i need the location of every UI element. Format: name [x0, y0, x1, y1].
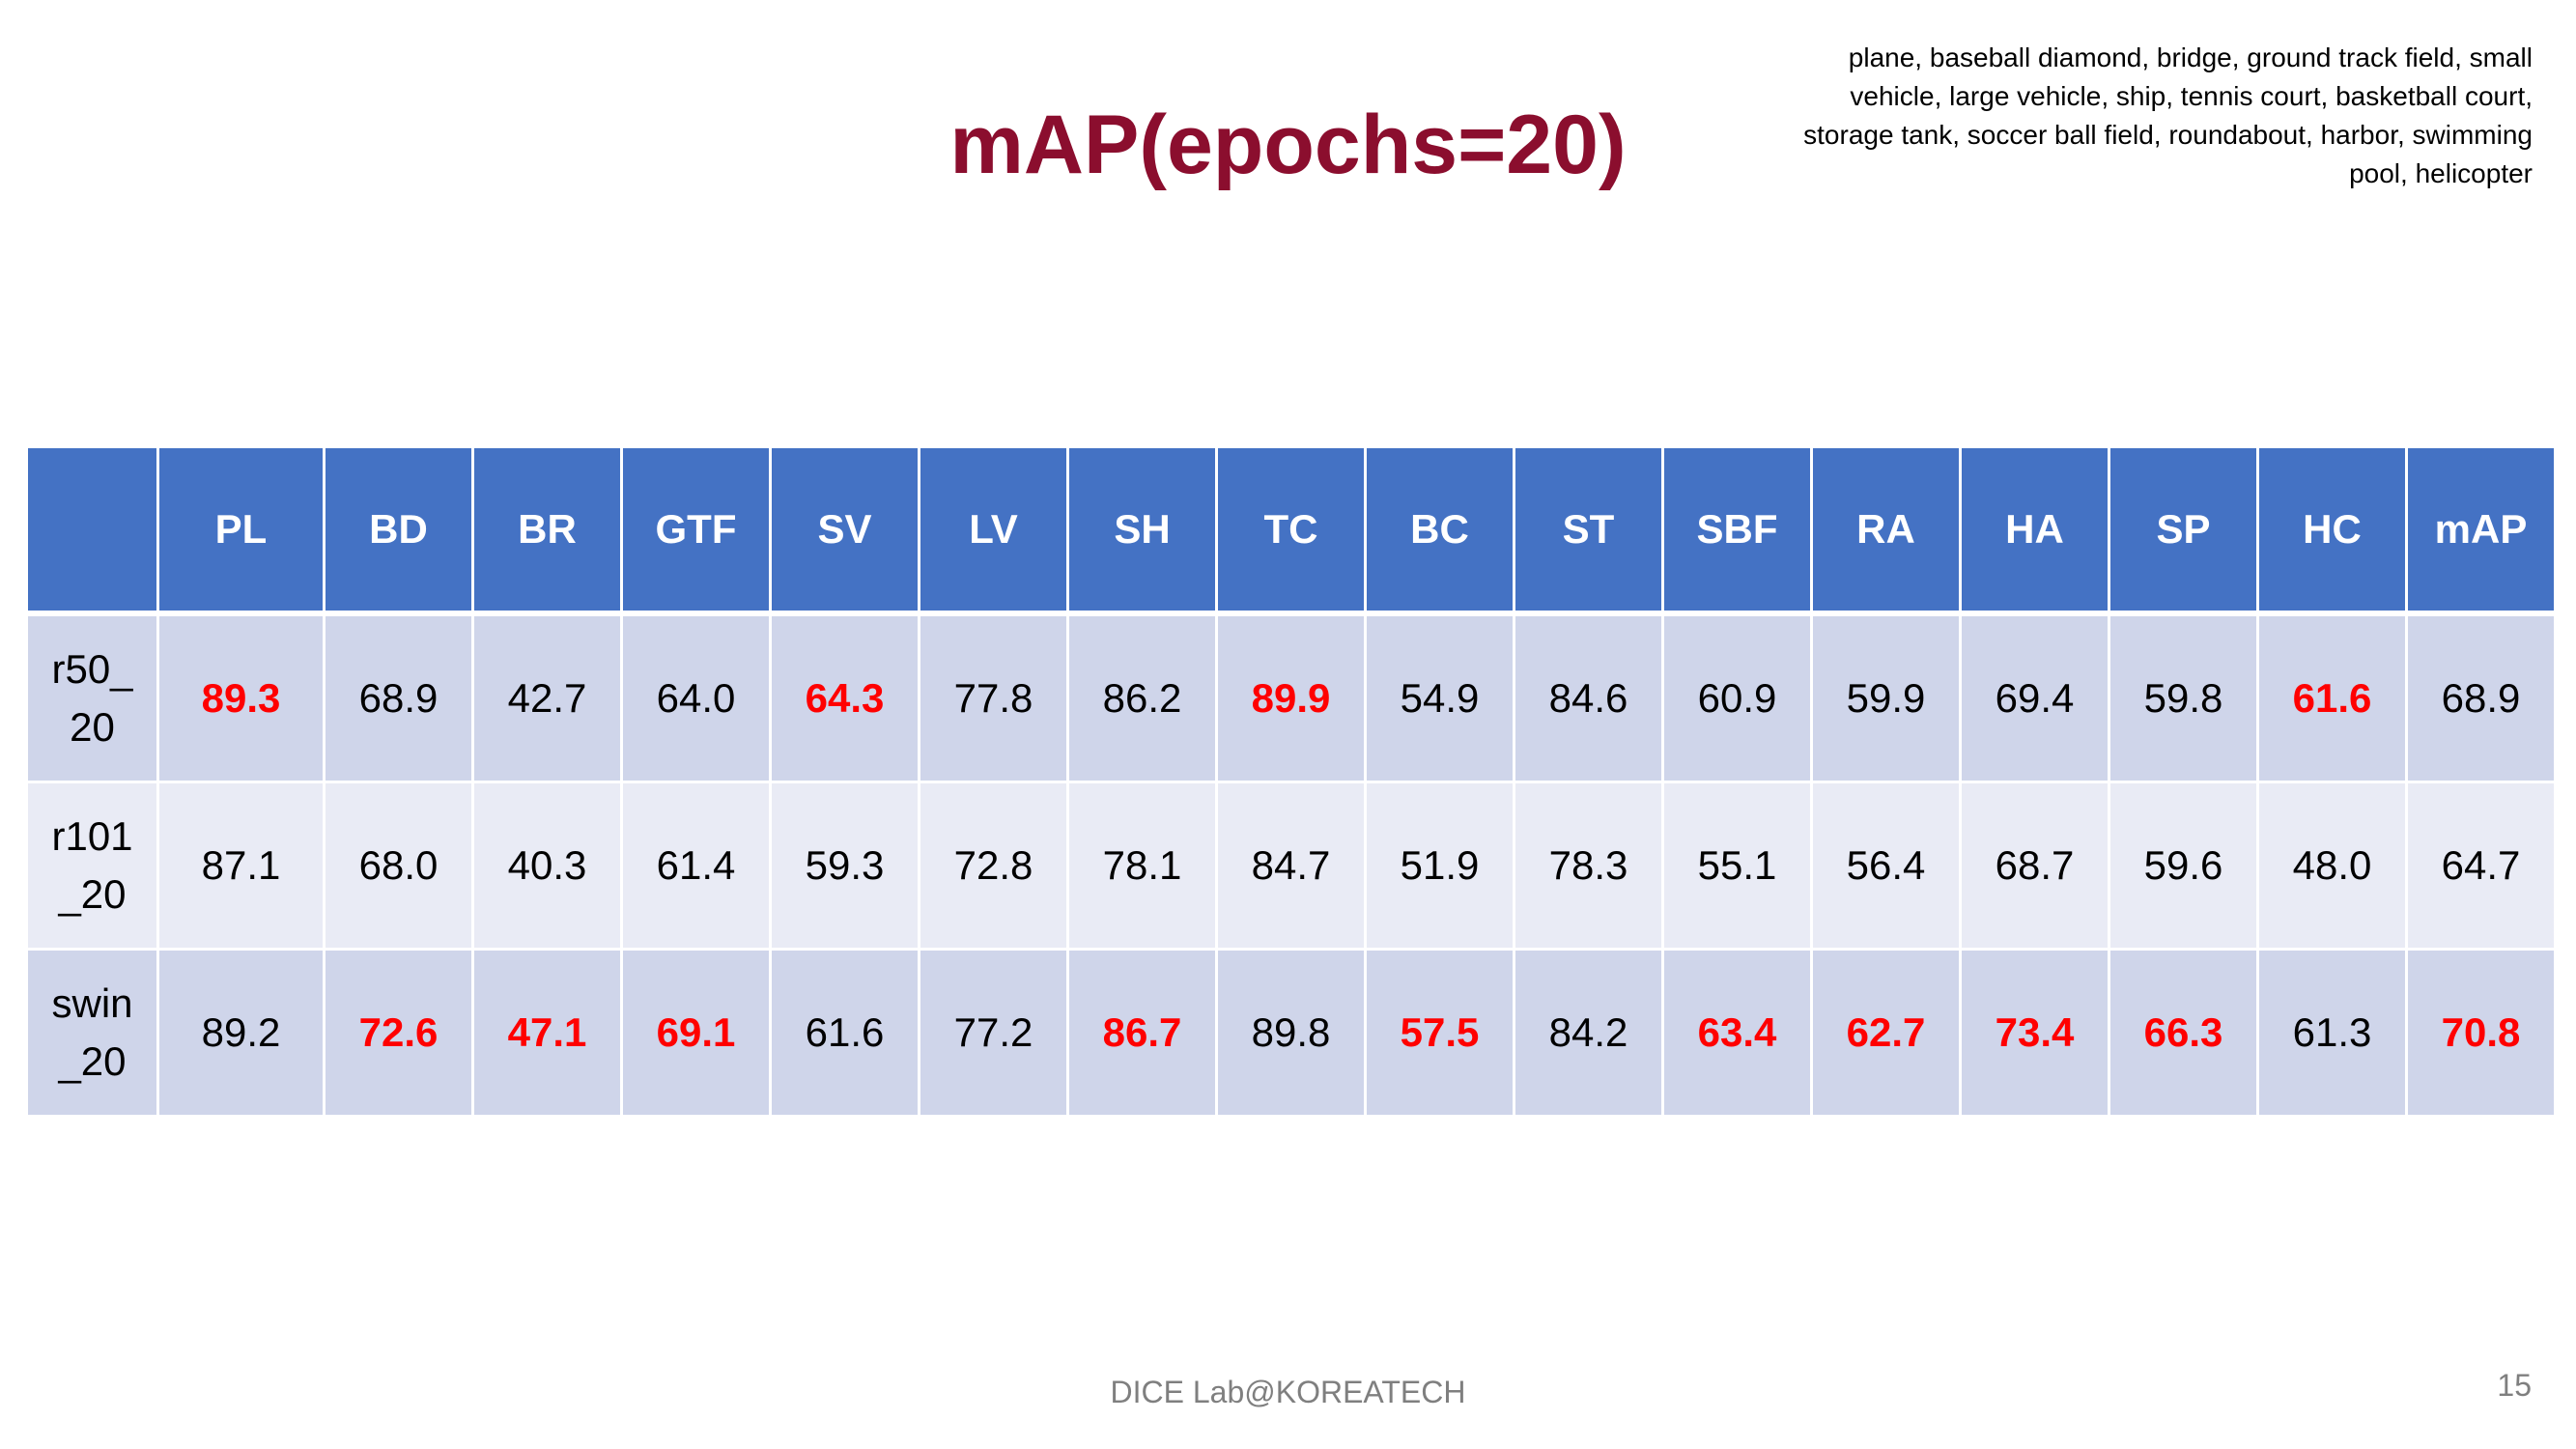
header-cell-sbf: SBF: [1661, 445, 1813, 616]
table-cell: 84.7: [1215, 781, 1367, 951]
table-cell-best: 66.3: [2108, 948, 2259, 1118]
table-cell: 87.1: [156, 781, 326, 951]
table-cell: 64.0: [620, 611, 772, 783]
table-cell: 72.8: [918, 781, 1069, 951]
row-label: swin _20: [25, 948, 159, 1118]
header-cell-gtf: GTF: [620, 445, 772, 616]
table-cell-best: 86.7: [1066, 948, 1218, 1118]
row-label: r101 _20: [25, 781, 159, 951]
row-label: r50_ 20: [25, 611, 159, 783]
table-cell-best: 69.1: [620, 948, 772, 1118]
page-number: 15: [2497, 1368, 2532, 1403]
table-cell: 77.2: [918, 948, 1069, 1118]
table-cell: 59.3: [769, 781, 920, 951]
table-cell: 59.8: [2108, 611, 2259, 783]
table-row: r50_ 20 89.3 68.9 42.7 64.0 64.3 77.8 86.2 89.9 5…: [25, 611, 2557, 783]
table-cell: 48.0: [2256, 781, 2408, 951]
table-cell-best: 73.4: [1959, 948, 2110, 1118]
table-cell: 89.8: [1215, 948, 1367, 1118]
table-cell: 68.9: [323, 611, 474, 783]
table-body: r50_ 20 89.3 68.9 42.7 64.0 64.3 77.8 86.2 89.9 5…: [25, 611, 2557, 1118]
table-cell-best: 57.5: [1364, 948, 1515, 1118]
header-cell-lv: LV: [918, 445, 1069, 616]
table-cell-best: 63.4: [1661, 948, 1813, 1118]
table-cell: 40.3: [471, 781, 623, 951]
table-cell: 61.3: [2256, 948, 2408, 1118]
header-cell-ha: HA: [1959, 445, 2110, 616]
table-cell: 51.9: [1364, 781, 1515, 951]
table-cell: 68.0: [323, 781, 474, 951]
footer-lab-name: DICE Lab@KOREATECH: [1110, 1375, 1466, 1409]
header-cell-sh: SH: [1066, 445, 1218, 616]
table-cell: 78.3: [1513, 781, 1664, 951]
header-cell-sv: SV: [769, 445, 920, 616]
table-cell: 89.2: [156, 948, 326, 1118]
table-cell: 77.8: [918, 611, 1069, 783]
header-cell-sp: SP: [2108, 445, 2259, 616]
table-cell: 84.2: [1513, 948, 1664, 1118]
header-cell-st: ST: [1513, 445, 1664, 616]
table-cell: 68.9: [2405, 611, 2557, 783]
table-row: r101 _20 87.1 68.0 40.3 61.4 59.3 72.8 78.1 84.7…: [25, 781, 2557, 951]
table-cell: 69.4: [1959, 611, 2110, 783]
table-cell: 64.7: [2405, 781, 2557, 951]
table-cell-best: 89.3: [156, 611, 326, 783]
table-cell: 55.1: [1661, 781, 1813, 951]
table-row: swin _20 89.2 72.6 47.1 69.1 61.6 77.2 86.7 89.8…: [25, 948, 2557, 1118]
table-cell: 56.4: [1810, 781, 1962, 951]
table-cell: 59.9: [1810, 611, 1962, 783]
table-cell-best: 62.7: [1810, 948, 1962, 1118]
header-cell-br: BR: [471, 445, 623, 616]
table-cell: 54.9: [1364, 611, 1515, 783]
header-cell-tc: TC: [1215, 445, 1367, 616]
results-table: PL BD BR GTF SV LV SH TC BC ST SBF RA HA…: [25, 445, 2557, 1118]
table-cell: 68.7: [1959, 781, 2110, 951]
table-cell-best: 72.6: [323, 948, 474, 1118]
header-cell-pl: PL: [156, 445, 326, 616]
table-cell: 78.1: [1066, 781, 1218, 951]
table-cell: 61.6: [769, 948, 920, 1118]
header-cell-bd: BD: [323, 445, 474, 616]
header-cell-hc: HC: [2256, 445, 2408, 616]
table-cell-best: 70.8: [2405, 948, 2557, 1118]
table-cell: 86.2: [1066, 611, 1218, 783]
table-cell: 60.9: [1661, 611, 1813, 783]
table-cell: 61.4: [620, 781, 772, 951]
header-cell-corner: [25, 445, 159, 616]
table-cell: 84.6: [1513, 611, 1664, 783]
table-cell-best: 61.6: [2256, 611, 2408, 783]
table-header-row: PL BD BR GTF SV LV SH TC BC ST SBF RA HA…: [25, 445, 2557, 616]
table-cell: 42.7: [471, 611, 623, 783]
header-cell-map: mAP: [2405, 445, 2557, 616]
header-cell-ra: RA: [1810, 445, 1962, 616]
table-cell-best: 47.1: [471, 948, 623, 1118]
slide-title: mAP(epochs=20): [949, 99, 1627, 191]
table-cell-best: 89.9: [1215, 611, 1367, 783]
table-cell-best: 64.3: [769, 611, 920, 783]
class-list-note: plane, baseball diamond, bridge, ground …: [1803, 43, 2533, 188]
table-cell: 59.6: [2108, 781, 2259, 951]
header-cell-bc: BC: [1364, 445, 1515, 616]
